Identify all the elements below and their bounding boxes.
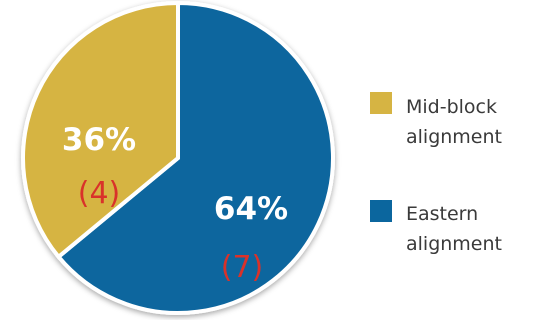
- slice-labels: 36% (4) 64% (7): [62, 122, 288, 285]
- pie-slice-mid-block: [21, 0, 180, 260]
- legend-label: alignment: [406, 233, 502, 255]
- percent-label: 36%: [62, 122, 136, 158]
- legend-label: Mid-block: [406, 96, 497, 118]
- percent-label: 64%: [214, 191, 288, 227]
- pie-slice-eastern: [55, 0, 335, 315]
- legend-swatch: [370, 200, 392, 222]
- legend: Mid-block alignment Eastern alignment: [370, 92, 502, 255]
- legend-swatch: [370, 92, 392, 114]
- pie-slices: [21, 0, 335, 315]
- count-label: (4): [78, 176, 121, 211]
- legend-label: alignment: [406, 126, 502, 148]
- count-label: (7): [221, 250, 264, 285]
- legend-label: Eastern: [406, 203, 478, 225]
